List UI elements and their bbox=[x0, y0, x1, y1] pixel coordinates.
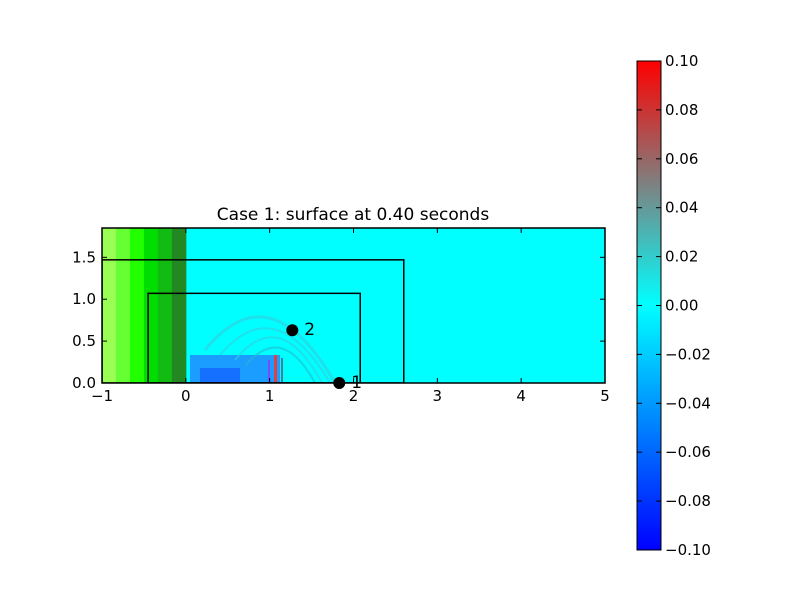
land-strip bbox=[115, 228, 131, 383]
land-strip bbox=[143, 228, 159, 383]
y-tick-label: 0.0 bbox=[72, 374, 96, 392]
colorbar-tick-label: 0.02 bbox=[665, 248, 698, 266]
colorbar-tick-label: −0.02 bbox=[665, 345, 711, 363]
wave-ring bbox=[244, 346, 316, 383]
crest-stripe bbox=[268, 360, 270, 383]
colorbar-tick-label: −0.10 bbox=[665, 541, 711, 559]
gauge-marker bbox=[286, 324, 299, 337]
x-tick-label: 4 bbox=[516, 387, 526, 405]
wave-ring bbox=[234, 336, 323, 383]
gauge-marker bbox=[333, 377, 346, 389]
y-tick-label: 0.5 bbox=[72, 332, 96, 350]
colorbar-tick-label: 0.06 bbox=[665, 150, 698, 168]
x-tick-label: 1 bbox=[265, 387, 275, 405]
x-tick-label: 0 bbox=[181, 387, 191, 405]
crest-stripe bbox=[281, 358, 283, 383]
x-tick-label: 3 bbox=[433, 387, 443, 405]
x-tick-label: 2 bbox=[349, 387, 359, 405]
land-strip bbox=[157, 228, 173, 383]
wave-ring bbox=[203, 315, 337, 383]
wave-field bbox=[190, 315, 337, 383]
gauge-label: 1 bbox=[351, 373, 362, 393]
trough-deep bbox=[200, 368, 240, 383]
colorbar: 0.10 0.08 0.06 0.04 0.02 0.00 −0.02 −0.04 −0.06 −… bbox=[636, 52, 711, 559]
land-region bbox=[102, 228, 187, 383]
land-strip bbox=[129, 228, 145, 383]
colorbar-ticks: 0.10 0.08 0.06 0.04 0.02 0.00 −0.02 −0.04 −0.06 −… bbox=[637, 52, 711, 559]
crest-stripe bbox=[274, 355, 277, 383]
colorbar-tick-label: −0.08 bbox=[665, 492, 711, 510]
land-strip bbox=[102, 228, 117, 383]
gauge-label: 2 bbox=[304, 320, 315, 340]
land-strip bbox=[171, 228, 187, 383]
plot-area bbox=[102, 228, 605, 383]
y-tick-label: 1.0 bbox=[72, 290, 96, 308]
y-axis: 0.0 0.5 1.0 1.5 bbox=[72, 248, 605, 392]
x-tick-label: −1 bbox=[91, 387, 113, 405]
colorbar-tick-label: −0.04 bbox=[665, 394, 711, 412]
colorbar-tick-label: 0.04 bbox=[665, 199, 698, 217]
x-axis: −1 0 1 2 3 4 5 bbox=[91, 228, 610, 405]
x-tick-label: 5 bbox=[600, 387, 610, 405]
refinement-box bbox=[147, 292, 361, 383]
colorbar-tick-label: 0.08 bbox=[665, 101, 698, 119]
gauges: 12 bbox=[286, 320, 362, 393]
y-tick-label: 1.5 bbox=[72, 248, 96, 266]
chart-title: Case 1: surface at 0.40 seconds bbox=[217, 205, 490, 225]
colorbar-tick-label: 0.00 bbox=[665, 297, 698, 315]
colorbar-tick-label: 0.10 bbox=[665, 52, 698, 70]
wave-ring bbox=[219, 327, 331, 383]
colorbar-tick-label: −0.06 bbox=[665, 443, 711, 461]
